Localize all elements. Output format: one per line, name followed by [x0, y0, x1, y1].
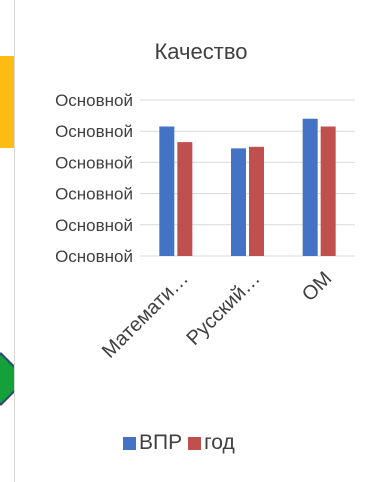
bar [302, 118, 318, 256]
legend-swatch-vpr [123, 436, 136, 450]
y-tick-label: Основной [55, 122, 133, 141]
y-tick-label: Основной [55, 153, 133, 172]
y-axis-tick-labels: Основной Основной Основной Основной Основной… [55, 91, 133, 266]
legend-item-god: год [188, 431, 235, 455]
y-tick-label: Основной [55, 185, 133, 204]
x-tick-label: ОМ [298, 268, 336, 306]
legend: ВПР год [123, 431, 235, 455]
legend-label-god: год [204, 431, 235, 454]
y-tick-label: Основной [55, 247, 133, 266]
gridlines [140, 99, 355, 257]
legend-swatch-god [188, 436, 202, 450]
y-tick-label: Основной [55, 91, 133, 110]
bar [249, 146, 264, 256]
x-tick-label: Математи… [98, 268, 193, 363]
bar [231, 148, 246, 256]
legend-label-vpr: ВПР [139, 431, 183, 454]
bar-chart: Качество ОсновнойОсновнойОсновнойОсновно… [55, 39, 355, 363]
chart-area: Качество Основной Основной Основной Основно… [14, 0, 366, 482]
legend-item-vpr: ВПР [123, 431, 182, 455]
partial-yellow-shape [0, 56, 15, 148]
y-tick-label: Основной [55, 216, 133, 235]
bars [159, 118, 336, 257]
x-axis-tick-labels: Математи…Русский… ОМ [98, 268, 336, 363]
bar [177, 142, 193, 256]
x-tick-label: Русский… [182, 268, 264, 350]
bar [159, 126, 175, 257]
chart-title: Качество [154, 39, 247, 64]
bar [320, 126, 336, 257]
